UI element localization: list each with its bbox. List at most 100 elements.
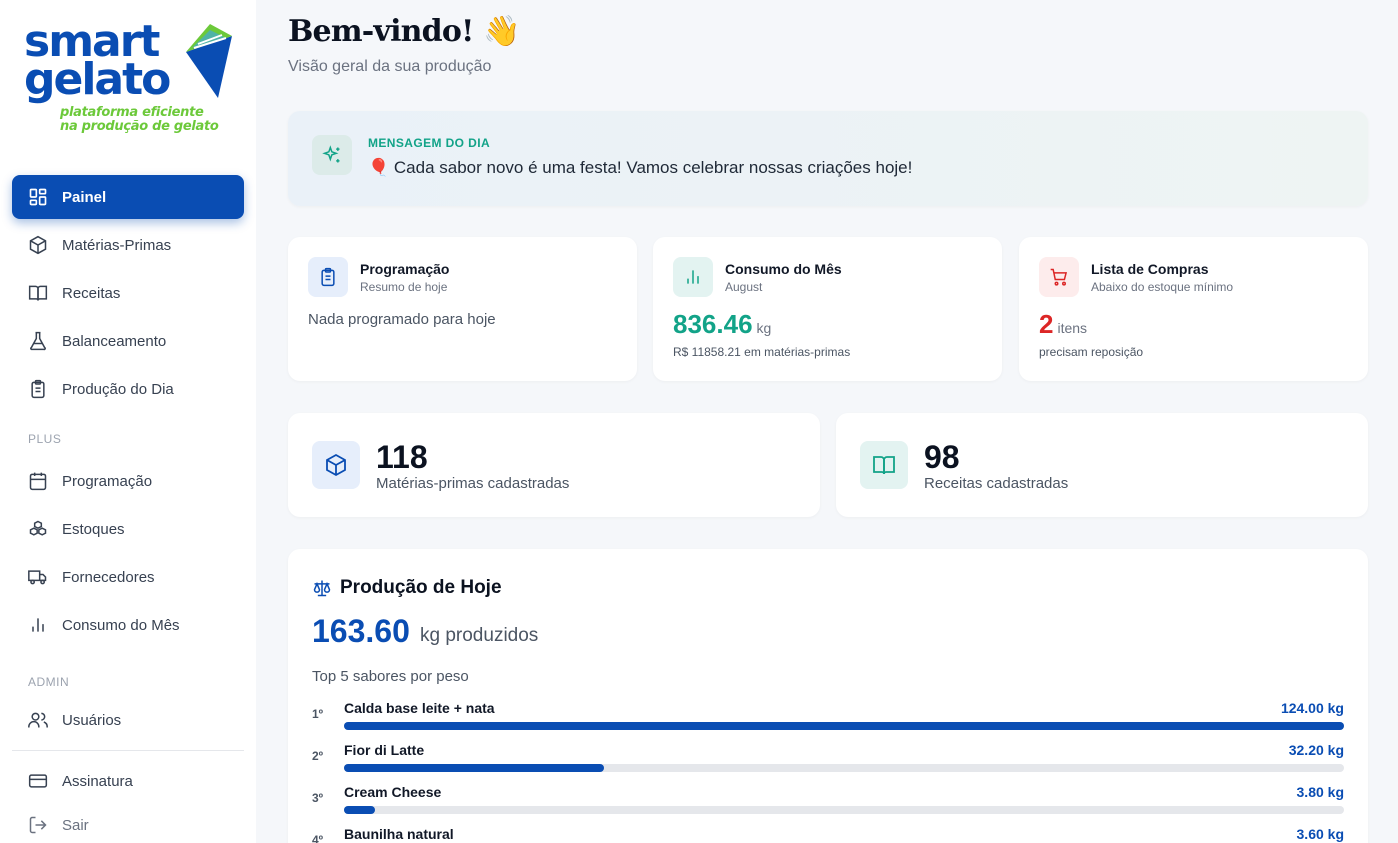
flavor-row: 3º Cream Cheese 3.80 kg — [312, 784, 1344, 824]
section-label-plus: PLUS — [28, 432, 62, 446]
producao-title: Produção de Hoje — [340, 577, 502, 598]
sidebar-item-label: Estoques — [62, 520, 125, 538]
sidebar-item-assinatura[interactable]: Assinatura — [12, 759, 244, 803]
flavor-rank: 1º — [312, 707, 324, 721]
flavor-name: Calda base leite + nata — [344, 700, 495, 716]
sidebar-item-fornecedores[interactable]: Fornecedores — [12, 555, 244, 599]
gelato-cone-icon — [186, 24, 232, 98]
cart-icon-box — [1039, 257, 1079, 297]
count-label: Receitas cadastradas — [924, 475, 1069, 492]
scale-icon — [313, 580, 331, 597]
flavor-name: Baunilha natural — [344, 826, 454, 842]
sidebar-item-consumo-do-mes[interactable]: Consumo do Mês — [12, 603, 244, 647]
sidebar-item-producao-do-dia[interactable]: Produção do Dia — [12, 367, 244, 411]
sidebar-item-label: Usuários — [62, 711, 122, 729]
users-icon — [28, 712, 48, 728]
book-icon — [873, 456, 895, 475]
box-icon-box — [312, 441, 360, 489]
sidebar-item-balanceamento[interactable]: Balanceamento — [12, 319, 244, 363]
flavor-weight: 124.00 kg — [1280, 700, 1344, 716]
brand-logo[interactable]: smart gelato plataforma eficiente na pro… — [22, 20, 236, 138]
compras-value: 2 — [1039, 309, 1054, 339]
count-value: 118 — [376, 439, 428, 475]
brand-tagline-line1: plataforma eficiente — [60, 105, 204, 120]
bar-chart-icon-box — [673, 257, 713, 297]
lista-de-compras-card[interactable]: Lista de Compras Abaixo do estoque mínim… — [1019, 237, 1368, 381]
sidebar: smart gelato plataforma eficiente na pro… — [0, 0, 256, 843]
flavor-bar-track — [344, 722, 1344, 730]
credit-card-icon — [28, 774, 48, 788]
page-title: Bem-vindo! 👋 — [288, 14, 520, 49]
card-subtitle: Resumo de hoje — [360, 280, 448, 294]
producao-de-hoje-card: Produção de Hoje 163.60 kg produzidos To… — [288, 549, 1368, 843]
sidebar-item-sair[interactable]: Sair — [12, 803, 244, 843]
book-icon-box — [860, 441, 908, 489]
message-text: 🎈 Cada sabor novo é uma festa! Vamos cel… — [368, 158, 913, 177]
brand-name-line1: smart — [24, 16, 160, 67]
card-body: Nada programado para hoje — [308, 311, 496, 328]
clipboard-icon-box — [308, 257, 348, 297]
message-label: MENSAGEM DO DIA — [368, 136, 491, 150]
card-title: Programação — [360, 261, 450, 277]
card-footer: R$ 11858.21 em matérias-primas — [673, 345, 851, 359]
sidebar-item-receitas[interactable]: Receitas — [12, 271, 244, 315]
flavor-name: Fior di Latte — [344, 742, 425, 758]
sidebar-item-materias-primas[interactable]: Matérias-Primas — [12, 223, 244, 267]
sidebar-item-label: Sair — [62, 816, 89, 834]
consumo-card[interactable]: Consumo do Mês August 836.46 kg R$ 11858.… — [653, 237, 1002, 381]
sparkles-icon — [322, 145, 340, 163]
programacao-card[interactable]: Programação Resumo de hoje Nada programa… — [288, 237, 637, 381]
logout-icon — [29, 816, 47, 834]
sidebar-item-label: Matérias-Primas — [62, 236, 172, 254]
producao-total-unit: kg produzidos — [420, 625, 539, 646]
compras-unit: itens — [1057, 320, 1088, 336]
calendar-icon — [29, 472, 47, 491]
compras-value-group: 2 itens — [1039, 309, 1087, 340]
sidebar-item-programacao[interactable]: Programação — [12, 459, 244, 503]
flavor-weight: 3.60 kg — [1296, 826, 1344, 842]
sidebar-item-usuarios[interactable]: Usuários — [12, 698, 244, 742]
clipboard-icon — [31, 379, 45, 399]
sidebar-item-label: Produção do Dia — [62, 380, 174, 398]
card-subtitle: August — [725, 280, 763, 294]
clipboard-icon — [321, 267, 335, 287]
flavor-rank: 3º — [312, 791, 324, 805]
message-of-the-day-card: MENSAGEM DO DIA 🎈 Cada sabor novo é uma … — [288, 111, 1368, 206]
materias-primas-count-card[interactable]: 118 Matérias-primas cadastradas — [288, 413, 820, 517]
flavor-bar-track — [344, 806, 1344, 814]
sidebar-item-label: Painel — [62, 188, 107, 206]
consumo-value-group: 836.46 kg — [673, 309, 771, 340]
main-content: Bem-vindo! 👋 Visão geral da sua produção… — [256, 0, 1398, 843]
flavor-weight: 3.80 kg — [1296, 784, 1344, 800]
consumo-value: 836.46 — [673, 309, 753, 339]
bar-chart-icon — [32, 618, 44, 632]
flavor-row: 1º Calda base leite + nata 124.00 kg — [312, 700, 1344, 740]
receitas-count-card[interactable]: 98 Receitas cadastradas — [836, 413, 1368, 517]
boxes-icon — [29, 520, 47, 536]
cart-icon — [1050, 268, 1068, 286]
card-title: Lista de Compras — [1091, 261, 1209, 277]
sidebar-item-label: Balanceamento — [62, 332, 167, 350]
sidebar-item-estoques[interactable]: Estoques — [12, 507, 244, 551]
top-flavors-label: Top 5 sabores por peso — [312, 668, 469, 685]
flavor-row: 2º Fior di Latte 32.20 kg — [312, 742, 1344, 782]
count-value: 98 — [924, 439, 960, 475]
bar-chart-icon — [687, 270, 699, 284]
truck-icon — [28, 570, 47, 585]
card-subtitle: Abaixo do estoque mínimo — [1091, 280, 1234, 294]
sidebar-item-painel[interactable]: Painel — [12, 175, 244, 219]
brand-name-line2: gelato — [24, 54, 171, 105]
sidebar-divider — [12, 750, 244, 751]
box-icon — [326, 453, 346, 477]
sidebar-item-label: Fornecedores — [62, 568, 155, 586]
flavor-bar-fill — [344, 806, 375, 814]
flavor-weight: 32.20 kg — [1288, 742, 1344, 758]
card-title: Consumo do Mês — [725, 261, 842, 277]
sidebar-item-label: Programação — [62, 472, 153, 490]
section-label-admin: ADMIN — [28, 675, 70, 689]
flavor-name: Cream Cheese — [344, 784, 442, 800]
producao-total: 163.60 — [312, 613, 410, 649]
grid-icon — [29, 188, 47, 206]
flavor-bar-fill — [344, 764, 604, 772]
brand-tagline-line2: na produção de gelato — [60, 119, 219, 134]
